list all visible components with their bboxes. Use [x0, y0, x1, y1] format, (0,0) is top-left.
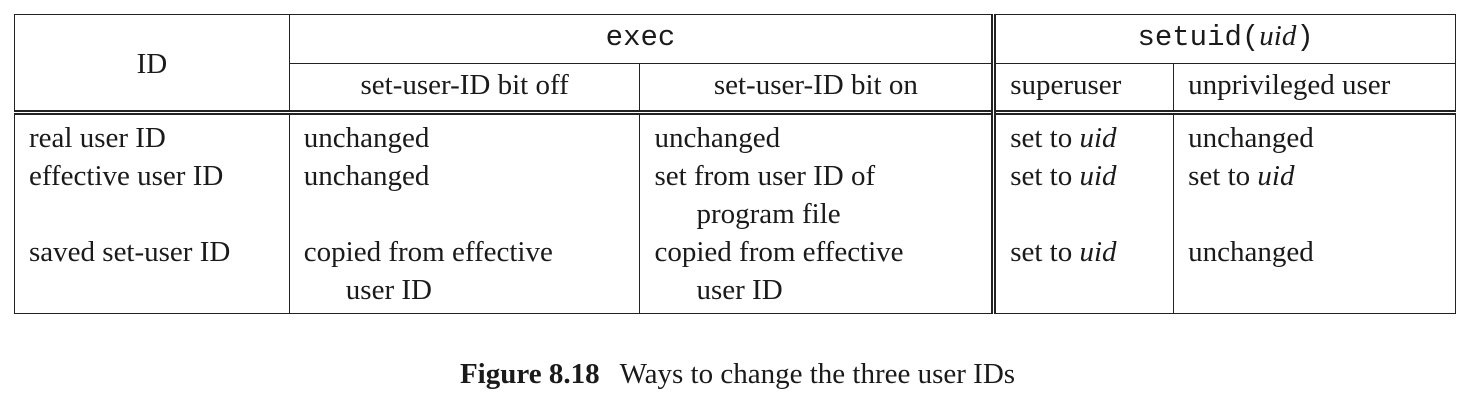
cell-superuser: set to uid: [991, 157, 1174, 233]
row-id-label: effective user ID: [29, 160, 224, 192]
table-row: saved set-user ID copied from effective …: [15, 233, 1456, 314]
figure-number: Figure 8.18: [459, 358, 600, 390]
header-exec: exec: [288, 14, 994, 64]
header-setuid-close: ): [1296, 21, 1314, 54]
cell-exec-off: unchanged: [288, 117, 640, 157]
row-id-label: saved set-user ID: [29, 236, 231, 268]
header-setuid: setuid(uid): [991, 14, 1456, 64]
cell-text: unchanged: [303, 160, 430, 192]
cell-exec-on: copied from effective user ID: [639, 233, 994, 314]
row-id: saved set-user ID: [15, 233, 290, 314]
header-separator: [14, 110, 1456, 117]
cell-text: set to: [1010, 122, 1080, 154]
cell-text: copied from effective: [654, 236, 904, 268]
header-id: ID: [15, 15, 290, 113]
row-id: real user ID: [15, 117, 290, 157]
header-superuser: superuser: [991, 63, 1174, 113]
cell-text: unchanged: [654, 122, 781, 154]
header-exec-on-label: set-user-ID bit on: [713, 69, 918, 101]
header-exec-off-label: set-user-ID bit off: [360, 69, 569, 101]
table-row: effective user ID unchanged set from use…: [15, 157, 1456, 233]
cell-var: uid: [1079, 236, 1117, 268]
cell-text: set from user ID of: [654, 160, 876, 192]
header-exec-label: exec: [605, 21, 676, 54]
cell-var: uid: [1079, 160, 1117, 192]
cell-exec-on: unchanged: [639, 117, 994, 157]
cell-var: uid: [1257, 160, 1295, 192]
user-id-table: ID exec setuid(uid) set-user-ID bit off …: [14, 14, 1456, 314]
cell-exec-off: copied from effective user ID: [288, 233, 640, 314]
header-setuid-arg: uid: [1259, 20, 1297, 52]
cell-text: unchanged: [303, 122, 430, 154]
cell-text: set to: [1188, 160, 1258, 192]
cell-text-continued: program file: [696, 198, 841, 230]
cell-text: unchanged: [1188, 122, 1314, 154]
cell-text: set to: [1010, 236, 1080, 268]
cell-exec-on: set from user ID of program file: [639, 157, 994, 233]
row-id-label: real user ID: [29, 122, 166, 154]
cell-text: set to: [1010, 160, 1080, 192]
cell-text-continued: user ID: [696, 274, 783, 306]
row-id: effective user ID: [15, 157, 290, 233]
cell-superuser: set to uid: [991, 233, 1174, 314]
header-row-sub: set-user-ID bit off set-user-ID bit on s…: [15, 63, 1456, 113]
header-unprivileged-label: unprivileged user: [1188, 69, 1391, 101]
header-unprivileged: unprivileged user: [1173, 63, 1456, 113]
header-setuid-func: setuid(: [1137, 21, 1260, 54]
cell-var: uid: [1079, 122, 1117, 154]
figure-caption: Figure 8.18 Ways to change the three user…: [0, 356, 1475, 392]
cell-text-continued: user ID: [345, 274, 432, 306]
cell-superuser: set to uid: [991, 117, 1174, 157]
header-id-label: ID: [136, 47, 168, 80]
cell-text: unchanged: [1188, 236, 1314, 268]
header-exec-off: set-user-ID bit off: [288, 63, 640, 113]
cell-unprivileged: unchanged: [1173, 117, 1456, 157]
cell-unprivileged: unchanged: [1173, 233, 1456, 314]
cell-text: copied from effective: [303, 236, 553, 268]
figure-title: Ways to change the three user IDs: [619, 358, 1016, 390]
header-row-top: ID exec setuid(uid): [15, 14, 1456, 80]
table-row: real user ID unchanged unchanged set to …: [15, 117, 1456, 157]
header-exec-on: set-user-ID bit on: [639, 63, 994, 113]
cell-exec-off: unchanged: [288, 157, 640, 233]
cell-unprivileged: set to uid: [1173, 157, 1456, 233]
header-superuser-label: superuser: [1010, 69, 1122, 101]
